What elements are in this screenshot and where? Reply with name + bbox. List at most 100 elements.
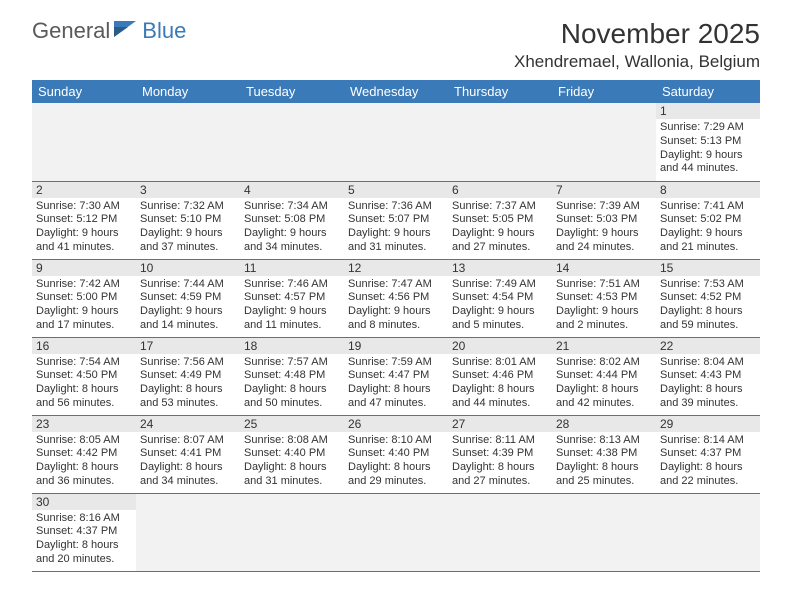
daylight-text: Daylight: 9 hours and 41 minutes.: [36, 227, 132, 255]
day-details: Sunrise: 7:56 AMSunset: 4:49 PMDaylight:…: [136, 354, 240, 415]
sunset-text: Sunset: 5:12 PM: [36, 213, 132, 227]
sunrise-text: Sunrise: 7:36 AM: [348, 200, 444, 214]
calendar-cell: 19Sunrise: 7:59 AMSunset: 4:47 PMDayligh…: [344, 337, 448, 415]
sunset-text: Sunset: 5:02 PM: [660, 213, 756, 227]
day-details: Sunrise: 7:46 AMSunset: 4:57 PMDaylight:…: [240, 276, 344, 337]
sunrise-text: Sunrise: 7:51 AM: [556, 278, 652, 292]
sunrise-text: Sunrise: 7:42 AM: [36, 278, 132, 292]
day-number: 17: [136, 338, 240, 354]
daylight-text: Daylight: 9 hours and 27 minutes.: [452, 227, 548, 255]
day-number: 11: [240, 260, 344, 276]
day-number: 5: [344, 182, 448, 198]
day-details: Sunrise: 7:39 AMSunset: 5:03 PMDaylight:…: [552, 198, 656, 259]
day-details: Sunrise: 7:59 AMSunset: 4:47 PMDaylight:…: [344, 354, 448, 415]
daylight-text: Daylight: 8 hours and 56 minutes.: [36, 383, 132, 411]
calendar-cell: [240, 103, 344, 181]
daylight-text: Daylight: 9 hours and 21 minutes.: [660, 227, 756, 255]
calendar-week-row: 23Sunrise: 8:05 AMSunset: 4:42 PMDayligh…: [32, 415, 760, 493]
calendar-cell: 2Sunrise: 7:30 AMSunset: 5:12 PMDaylight…: [32, 181, 136, 259]
daylight-text: Daylight: 8 hours and 36 minutes.: [36, 461, 132, 489]
logo: General Blue: [32, 18, 186, 44]
daylight-text: Daylight: 8 hours and 20 minutes.: [36, 539, 132, 567]
sunrise-text: Sunrise: 7:30 AM: [36, 200, 132, 214]
calendar-cell: [136, 493, 240, 571]
sunrise-text: Sunrise: 8:14 AM: [660, 434, 756, 448]
page-header: General Blue November 2025 Xhendremael, …: [0, 0, 792, 80]
day-number: 21: [552, 338, 656, 354]
calendar-cell: 24Sunrise: 8:07 AMSunset: 4:41 PMDayligh…: [136, 415, 240, 493]
day-details: Sunrise: 7:34 AMSunset: 5:08 PMDaylight:…: [240, 198, 344, 259]
sunset-text: Sunset: 5:08 PM: [244, 213, 340, 227]
calendar-cell: 4Sunrise: 7:34 AMSunset: 5:08 PMDaylight…: [240, 181, 344, 259]
calendar-cell: 30Sunrise: 8:16 AMSunset: 4:37 PMDayligh…: [32, 493, 136, 571]
day-number: 4: [240, 182, 344, 198]
daylight-text: Daylight: 8 hours and 27 minutes.: [452, 461, 548, 489]
sunrise-text: Sunrise: 7:29 AM: [660, 121, 756, 135]
day-number: 7: [552, 182, 656, 198]
calendar-cell: 11Sunrise: 7:46 AMSunset: 4:57 PMDayligh…: [240, 259, 344, 337]
calendar-cell: 10Sunrise: 7:44 AMSunset: 4:59 PMDayligh…: [136, 259, 240, 337]
sunrise-text: Sunrise: 8:11 AM: [452, 434, 548, 448]
sunrise-text: Sunrise: 8:07 AM: [140, 434, 236, 448]
daylight-text: Daylight: 9 hours and 24 minutes.: [556, 227, 652, 255]
sunset-text: Sunset: 4:53 PM: [556, 291, 652, 305]
day-number: 30: [32, 494, 136, 510]
calendar-cell: 3Sunrise: 7:32 AMSunset: 5:10 PMDaylight…: [136, 181, 240, 259]
sunrise-text: Sunrise: 7:39 AM: [556, 200, 652, 214]
daylight-text: Daylight: 8 hours and 50 minutes.: [244, 383, 340, 411]
daylight-text: Daylight: 8 hours and 47 minutes.: [348, 383, 444, 411]
day-details: Sunrise: 8:04 AMSunset: 4:43 PMDaylight:…: [656, 354, 760, 415]
day-number: 28: [552, 416, 656, 432]
logo-blue: Blue: [142, 18, 186, 44]
day-details: Sunrise: 7:44 AMSunset: 4:59 PMDaylight:…: [136, 276, 240, 337]
sunset-text: Sunset: 5:07 PM: [348, 213, 444, 227]
sunrise-text: Sunrise: 7:32 AM: [140, 200, 236, 214]
sunset-text: Sunset: 4:50 PM: [36, 369, 132, 383]
calendar-cell: 27Sunrise: 8:11 AMSunset: 4:39 PMDayligh…: [448, 415, 552, 493]
day-number: 10: [136, 260, 240, 276]
day-number: 14: [552, 260, 656, 276]
daylight-text: Daylight: 8 hours and 59 minutes.: [660, 305, 756, 333]
day-details: Sunrise: 7:53 AMSunset: 4:52 PMDaylight:…: [656, 276, 760, 337]
day-number: 29: [656, 416, 760, 432]
weekday-header: Friday: [552, 80, 656, 103]
day-number: 16: [32, 338, 136, 354]
weekday-header: Wednesday: [344, 80, 448, 103]
daylight-text: Daylight: 8 hours and 42 minutes.: [556, 383, 652, 411]
day-number: 22: [656, 338, 760, 354]
day-number: 20: [448, 338, 552, 354]
sunset-text: Sunset: 4:56 PM: [348, 291, 444, 305]
sunset-text: Sunset: 5:13 PM: [660, 135, 756, 149]
sunrise-text: Sunrise: 8:02 AM: [556, 356, 652, 370]
sunrise-text: Sunrise: 8:08 AM: [244, 434, 340, 448]
sunset-text: Sunset: 4:40 PM: [244, 447, 340, 461]
day-number: 3: [136, 182, 240, 198]
day-details: Sunrise: 8:08 AMSunset: 4:40 PMDaylight:…: [240, 432, 344, 493]
day-number: 2: [32, 182, 136, 198]
sunrise-text: Sunrise: 7:57 AM: [244, 356, 340, 370]
sunrise-text: Sunrise: 7:44 AM: [140, 278, 236, 292]
sunset-text: Sunset: 5:00 PM: [36, 291, 132, 305]
daylight-text: Daylight: 9 hours and 17 minutes.: [36, 305, 132, 333]
day-number: 19: [344, 338, 448, 354]
day-details: Sunrise: 7:30 AMSunset: 5:12 PMDaylight:…: [32, 198, 136, 259]
day-details: Sunrise: 8:11 AMSunset: 4:39 PMDaylight:…: [448, 432, 552, 493]
day-details: Sunrise: 7:41 AMSunset: 5:02 PMDaylight:…: [656, 198, 760, 259]
calendar-cell: 14Sunrise: 7:51 AMSunset: 4:53 PMDayligh…: [552, 259, 656, 337]
daylight-text: Daylight: 8 hours and 44 minutes.: [452, 383, 548, 411]
sunrise-text: Sunrise: 7:37 AM: [452, 200, 548, 214]
calendar-cell: 22Sunrise: 8:04 AMSunset: 4:43 PMDayligh…: [656, 337, 760, 415]
day-details: Sunrise: 7:36 AMSunset: 5:07 PMDaylight:…: [344, 198, 448, 259]
logo-flag-icon: [114, 19, 140, 44]
sunrise-text: Sunrise: 7:41 AM: [660, 200, 756, 214]
day-number: 27: [448, 416, 552, 432]
sunset-text: Sunset: 4:42 PM: [36, 447, 132, 461]
calendar-cell: 12Sunrise: 7:47 AMSunset: 4:56 PMDayligh…: [344, 259, 448, 337]
sunrise-text: Sunrise: 7:34 AM: [244, 200, 340, 214]
calendar-cell: [552, 103, 656, 181]
weekday-header: Thursday: [448, 80, 552, 103]
sunset-text: Sunset: 4:37 PM: [660, 447, 756, 461]
calendar-cell: 20Sunrise: 8:01 AMSunset: 4:46 PMDayligh…: [448, 337, 552, 415]
sunset-text: Sunset: 4:43 PM: [660, 369, 756, 383]
sunrise-text: Sunrise: 7:54 AM: [36, 356, 132, 370]
